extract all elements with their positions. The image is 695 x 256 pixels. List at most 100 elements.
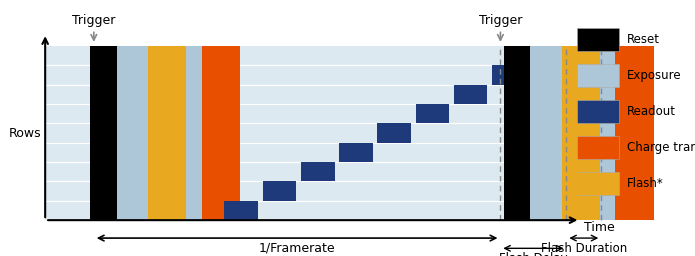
Bar xyxy=(186,85,202,104)
Bar xyxy=(577,28,619,51)
Bar xyxy=(148,162,186,182)
Bar xyxy=(45,46,553,220)
Bar xyxy=(562,182,600,201)
Bar xyxy=(202,85,240,104)
Bar xyxy=(90,143,117,162)
Bar xyxy=(530,123,562,143)
Bar xyxy=(504,104,530,123)
Bar xyxy=(148,201,186,220)
Bar xyxy=(530,143,562,162)
Bar xyxy=(117,46,148,66)
Text: 1/Framerate: 1/Framerate xyxy=(259,242,336,255)
Bar xyxy=(90,46,117,66)
Bar xyxy=(90,162,117,182)
Bar xyxy=(600,66,616,85)
Bar xyxy=(504,201,530,220)
Bar xyxy=(504,46,530,66)
Bar xyxy=(562,143,600,162)
Bar xyxy=(186,143,202,162)
Bar xyxy=(616,46,654,66)
Bar xyxy=(600,123,616,143)
Bar xyxy=(202,162,240,182)
Text: Charge transfer: Charge transfer xyxy=(627,141,695,154)
Bar xyxy=(530,182,562,201)
Bar xyxy=(454,85,487,104)
Bar xyxy=(202,143,240,162)
Bar xyxy=(186,123,202,143)
Bar xyxy=(600,143,616,162)
Bar xyxy=(117,201,148,220)
Bar xyxy=(117,104,148,123)
Bar xyxy=(600,46,616,66)
Bar xyxy=(117,162,148,182)
Bar xyxy=(202,104,240,123)
Text: Flash Duration: Flash Duration xyxy=(541,242,627,255)
Bar xyxy=(616,143,654,162)
Bar xyxy=(530,104,562,123)
Bar xyxy=(600,104,616,123)
Bar xyxy=(530,46,553,66)
Text: Flash Delay: Flash Delay xyxy=(499,252,568,256)
Bar xyxy=(90,85,117,104)
Bar xyxy=(562,201,600,220)
Bar xyxy=(117,85,148,104)
Bar xyxy=(377,123,411,143)
Bar xyxy=(148,66,186,85)
Bar xyxy=(186,46,202,66)
Bar xyxy=(90,123,117,143)
Bar xyxy=(600,85,616,104)
Bar xyxy=(577,100,619,123)
Bar xyxy=(562,104,600,123)
Bar xyxy=(186,104,202,123)
Text: Reset: Reset xyxy=(627,33,660,46)
Bar xyxy=(90,182,117,201)
Bar xyxy=(202,182,240,201)
Bar xyxy=(416,104,449,123)
Bar xyxy=(186,66,202,85)
Bar xyxy=(530,66,562,85)
Bar xyxy=(562,123,600,143)
Bar xyxy=(90,66,117,85)
Bar xyxy=(202,201,240,220)
Bar xyxy=(600,182,616,201)
Bar xyxy=(263,182,296,201)
Text: Time: Time xyxy=(584,221,614,234)
Bar xyxy=(492,66,525,85)
Bar xyxy=(224,201,258,220)
Bar xyxy=(616,85,654,104)
Bar xyxy=(202,66,240,85)
Bar xyxy=(148,104,186,123)
Text: Flash*: Flash* xyxy=(627,177,664,189)
Text: Rows: Rows xyxy=(9,127,42,140)
Bar xyxy=(117,143,148,162)
Bar xyxy=(530,162,562,182)
Bar xyxy=(186,201,202,220)
Bar xyxy=(148,182,186,201)
Text: Exposure: Exposure xyxy=(627,69,682,82)
Bar xyxy=(301,162,334,182)
Bar xyxy=(530,85,562,104)
Bar xyxy=(148,123,186,143)
Bar xyxy=(616,182,654,201)
Bar xyxy=(504,162,530,182)
Bar xyxy=(90,201,117,220)
Bar xyxy=(148,143,186,162)
Bar xyxy=(202,46,240,66)
Bar xyxy=(577,136,619,159)
Bar xyxy=(530,46,562,66)
Text: Trigger: Trigger xyxy=(479,14,522,27)
Bar xyxy=(562,46,600,66)
Bar xyxy=(148,85,186,104)
Bar xyxy=(562,162,600,182)
Bar xyxy=(530,201,562,220)
Bar xyxy=(504,66,530,85)
Bar xyxy=(600,162,616,182)
Bar xyxy=(504,85,530,104)
Bar xyxy=(117,182,148,201)
Bar xyxy=(186,182,202,201)
Bar xyxy=(562,85,600,104)
Bar xyxy=(186,162,202,182)
Bar xyxy=(600,201,616,220)
Bar xyxy=(148,46,186,66)
Text: Readout: Readout xyxy=(627,105,676,118)
